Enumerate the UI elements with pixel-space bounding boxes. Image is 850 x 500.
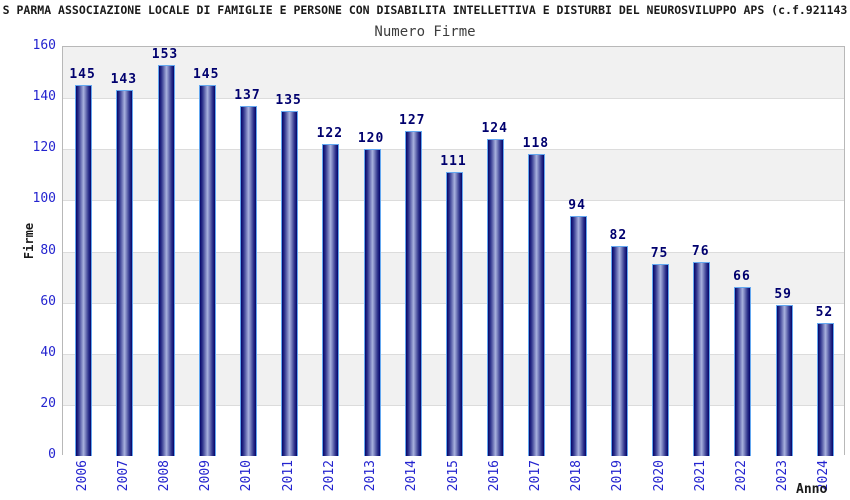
bar	[322, 144, 340, 456]
bar	[281, 110, 299, 456]
bar-value-label: 66	[733, 269, 751, 285]
bar	[816, 323, 834, 456]
x-tick-label: 2023	[775, 460, 791, 492]
x-tick-label: 2015	[445, 460, 461, 492]
bar-value-label: 145	[192, 67, 220, 83]
x-tick-label: 2013	[363, 460, 379, 492]
x-tick-label: 2011	[280, 460, 296, 492]
bar	[528, 154, 546, 456]
bar	[363, 149, 381, 456]
chart-subtitle: Numero Firme	[374, 24, 476, 40]
bar-value-label: 118	[522, 136, 550, 152]
bar	[652, 264, 670, 456]
bar-value-label: 127	[399, 113, 426, 129]
bar-value-label: 143	[110, 72, 138, 88]
bar	[404, 131, 422, 456]
x-tick-label: 2016	[486, 460, 502, 492]
y-tick-label: 100	[32, 191, 56, 207]
bar	[734, 287, 752, 456]
bar-value-label: 75	[650, 246, 669, 262]
bar-value-label: 82	[609, 228, 628, 244]
x-tick-label: 2007	[115, 460, 131, 492]
gridline	[63, 149, 844, 151]
x-tick-label: 2021	[692, 460, 708, 492]
x-tick-label: 2009	[198, 460, 214, 492]
x-tick-label: 2012	[321, 460, 337, 492]
bar-value-label: 137	[234, 87, 261, 103]
bar-value-label: 122	[316, 126, 344, 142]
x-axis-title: Anno	[796, 482, 828, 497]
bar	[198, 85, 216, 456]
bar	[446, 172, 463, 456]
bar	[157, 64, 175, 456]
x-tick-label: 2014	[404, 460, 420, 492]
x-tick-label: 2019	[610, 460, 626, 492]
y-tick-label: 160	[32, 38, 56, 53]
bar-value-label: 59	[774, 287, 792, 303]
bar	[487, 139, 505, 456]
x-tick-label: 2022	[733, 460, 749, 492]
bar-value-label: 52	[815, 305, 834, 321]
plot-area	[62, 46, 845, 456]
x-tick-label: 2008	[157, 460, 173, 492]
bar-value-label: 76	[691, 243, 710, 259]
y-tick-label: 140	[32, 89, 56, 105]
y-tick-label: 20	[40, 395, 56, 411]
x-tick-label: 2018	[569, 460, 585, 492]
bar	[75, 85, 93, 456]
bar-value-label: 153	[151, 46, 179, 62]
bar-value-label: 145	[69, 67, 96, 83]
x-tick-label: 2010	[239, 460, 255, 492]
bar	[610, 246, 628, 456]
bar	[775, 305, 793, 456]
plot-band	[63, 47, 844, 99]
bar-value-label: 111	[440, 154, 467, 170]
bar-value-label: 124	[481, 121, 508, 137]
chart-title: S PARMA ASSOCIAZIONE LOCALE DI FAMIGLIE …	[2, 3, 848, 17]
x-tick-label: 2017	[527, 460, 543, 492]
y-tick-label: 120	[32, 140, 56, 156]
x-tick-label: 2006	[74, 460, 90, 492]
y-tick-label: 0	[48, 447, 56, 462]
y-tick-label: 60	[40, 293, 56, 309]
bar	[569, 215, 587, 456]
y-tick-label: 40	[40, 344, 56, 360]
plot-band	[63, 98, 844, 150]
y-tick-label: 80	[40, 242, 56, 258]
x-tick-label: 2020	[651, 460, 667, 492]
bar	[116, 90, 134, 456]
bar-value-label: 120	[357, 131, 385, 147]
gridline	[63, 98, 844, 100]
bar	[693, 261, 711, 456]
bar-value-label: 135	[275, 92, 302, 108]
bar-value-label: 94	[568, 197, 586, 213]
bar	[239, 105, 257, 456]
